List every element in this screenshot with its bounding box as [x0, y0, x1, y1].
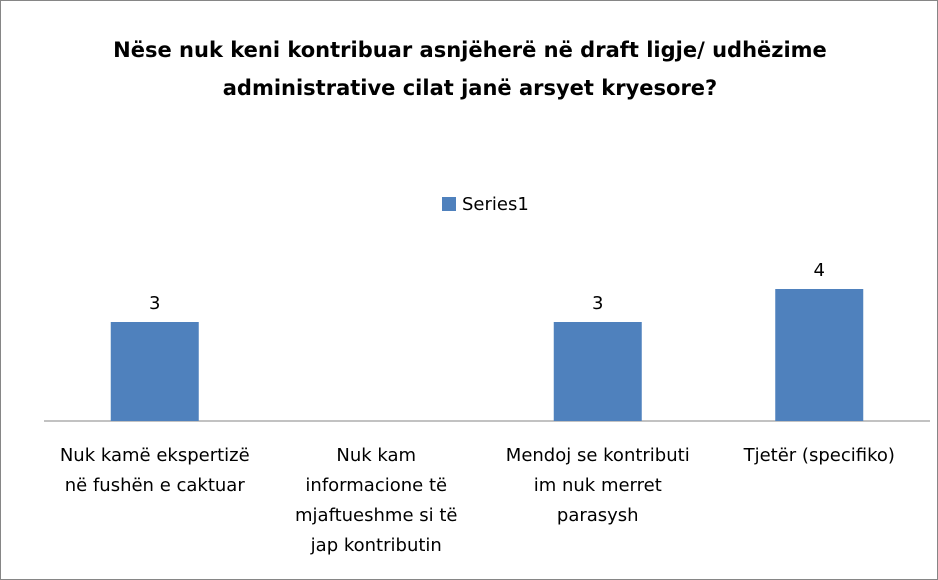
x-tick-label: Tjetër (specifiko) [743, 445, 895, 466]
data-label: 4 [814, 260, 825, 281]
x-tick-label: Mendoj se kontributi im nuk merret paras… [505, 445, 690, 526]
bar [110, 322, 199, 421]
x-tick-label: Nuk kam informacione të mjaftueshme si t… [295, 445, 458, 556]
legend: Series1 [442, 193, 529, 215]
bar [775, 289, 864, 421]
legend-swatch [442, 197, 456, 211]
data-label: 3 [592, 293, 603, 314]
chart-title: Nëse nuk keni kontribuar asnjëherë në dr… [113, 38, 827, 100]
legend-label: Series1 [462, 193, 529, 215]
data-label: 3 [149, 293, 160, 314]
x-tick-label: Nuk kamë ekspertizë në fushën e caktuar [59, 445, 250, 496]
bar [553, 322, 642, 421]
